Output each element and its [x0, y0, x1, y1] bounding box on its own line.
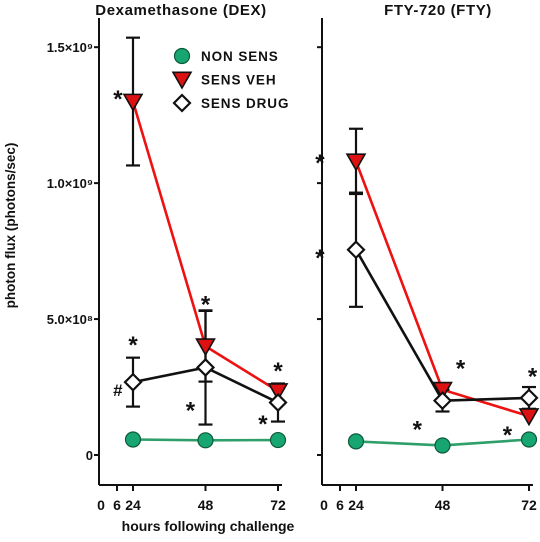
significance-marker: *	[186, 397, 196, 424]
y-tick-label: 1.0×10⁹	[47, 176, 93, 191]
y-axis-label: photon flux (photons/sec)	[3, 143, 18, 309]
point-sens_drug	[432, 391, 453, 411]
x-axis-label: hours following challenge	[122, 518, 295, 534]
point-non_sens	[434, 437, 451, 454]
significance-marker: *	[128, 332, 138, 359]
x-tick-label: 6	[336, 497, 344, 513]
x-tick-label: 48	[198, 497, 214, 513]
significance-marker: *	[315, 245, 325, 272]
point-non_sens	[347, 433, 365, 450]
x-tick-label: 48	[435, 497, 451, 513]
series-line-sens_drug	[354, 249, 530, 402]
point-sens_drug	[195, 357, 216, 378]
significance-marker: *	[528, 363, 538, 390]
point-sens_veh	[345, 153, 367, 172]
point-sens_drug	[268, 392, 288, 413]
legend-label-non_sens: NON SENS	[201, 49, 279, 64]
y-tick-label: 0	[86, 448, 93, 463]
point-non_sens	[124, 431, 142, 448]
legend-marker-sens_drug	[172, 93, 192, 113]
panel-1-title: Dexamethasone (DEX)	[95, 2, 266, 19]
point-non_sens	[269, 431, 287, 449]
x-tick-label: 72	[270, 497, 286, 513]
point-sens_veh	[518, 408, 540, 427]
point-sens_veh	[267, 383, 289, 402]
series-line-sens_veh	[354, 160, 530, 418]
significance-marker: *	[201, 291, 211, 318]
point-sens_veh	[432, 381, 453, 400]
significance-marker: *	[503, 422, 513, 449]
point-sens_veh	[122, 93, 144, 112]
legend-marker-non_sens	[173, 47, 191, 65]
x-tick-label: 0	[320, 497, 328, 513]
significance-marker: *	[273, 358, 283, 385]
x-tick-label: 6	[113, 497, 121, 513]
significance-marker: *	[113, 86, 123, 113]
point-sens_veh	[195, 338, 216, 357]
panel-2-title: FTY-720 (FTY)	[384, 2, 492, 19]
y-tick-label: 5.0×10⁸	[47, 312, 93, 327]
significance-marker: *	[258, 411, 268, 438]
point-non_sens	[197, 432, 214, 449]
legend-label-sens_drug: SENS DRUG	[201, 96, 289, 111]
point-sens_drug	[123, 372, 143, 392]
legend-label-sens_veh: SENS VEH	[201, 73, 276, 88]
legend-marker-sens_veh	[171, 71, 193, 90]
point-sens_drug	[519, 388, 539, 408]
x-tick-label: 0	[97, 497, 105, 513]
point-sens_drug	[346, 240, 366, 260]
y-tick-label: 1.5×10⁹	[47, 40, 93, 55]
significance-marker: *	[315, 150, 325, 177]
significance-marker: *	[413, 416, 423, 443]
x-tick-label: 24	[125, 497, 141, 513]
significance-marker: *	[456, 355, 466, 382]
x-tick-label: 72	[521, 497, 537, 513]
point-non_sens	[520, 431, 538, 448]
significance-marker: #	[113, 381, 123, 400]
x-tick-label: 24	[348, 497, 364, 513]
